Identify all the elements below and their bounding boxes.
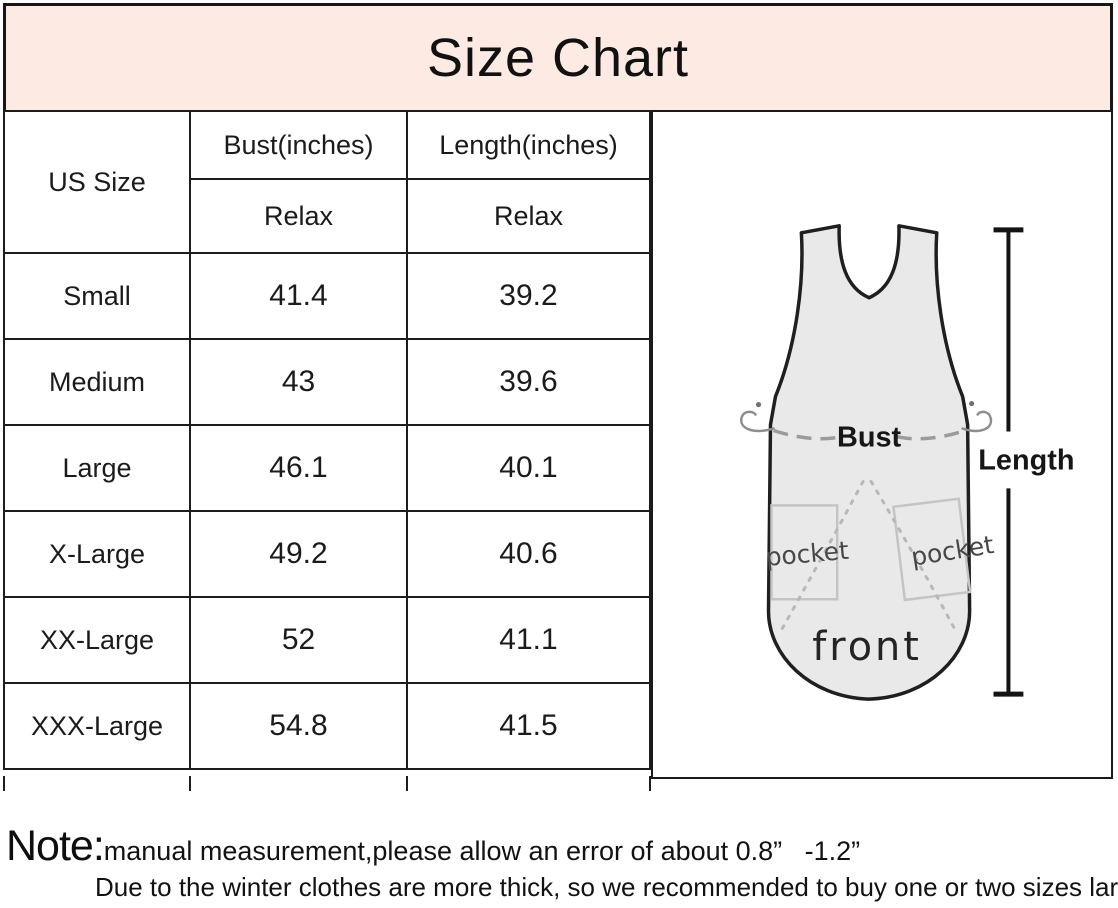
apron-outline — [766, 224, 972, 701]
size-cell: Large — [3, 424, 191, 512]
length-cell: 40.6 — [406, 510, 651, 598]
length-cell: 41.5 — [406, 682, 651, 770]
table-row: X-Large 49.2 40.6 — [3, 510, 651, 598]
page-title: Size Chart — [426, 28, 690, 88]
note-line-2: Due to the winter clothes are more thick… — [95, 872, 1118, 902]
bust-arrow-curl-right — [961, 410, 993, 433]
table-row: Medium 43 39.6 — [3, 338, 651, 426]
size-table: US Size Bust(inches) Length(inches) Rela… — [3, 110, 651, 770]
header-row-main: US Size Bust(inches) Length(inches) — [3, 110, 651, 254]
bust-arrow-dot-right — [969, 400, 975, 407]
bust-cell: 52 — [189, 596, 408, 684]
bust-cell: 46.1 — [189, 424, 408, 512]
table-column-stub — [406, 776, 408, 791]
table-row: XX-Large 52 41.1 — [3, 596, 651, 684]
length-cell: 39.2 — [406, 252, 651, 340]
table-column-stub — [649, 776, 651, 791]
header-row-sub: Relax Relax — [4, 178, 651, 254]
table-column-stub — [189, 776, 191, 791]
length-label: Length — [978, 444, 1074, 476]
length-cell: 39.6 — [406, 338, 651, 426]
header-length: Length(inches) — [406, 110, 651, 180]
bust-dash-line-left — [772, 428, 842, 441]
size-cell: Small — [3, 252, 191, 340]
size-cell: X-Large — [3, 510, 191, 598]
apron-diagram: Bust Length pocket pocket front — [740, 224, 1074, 701]
size-cell: Medium — [3, 338, 191, 426]
table-row: Small 41.4 39.2 — [3, 252, 651, 340]
pocket-left-label: pocket — [764, 536, 850, 572]
pocket-left — [770, 504, 839, 601]
size-cell: XX-Large — [3, 596, 191, 684]
table-column-stub — [3, 776, 5, 791]
note-text-1: manual measurement,please allow an error… — [103, 836, 861, 866]
title-band: Size Chart — [3, 3, 1113, 113]
apron-diagram-panel: Bust Length pocket pocket front — [651, 110, 1113, 779]
size-cell: XXX-Large — [3, 682, 191, 770]
size-table-body: Small 41.4 39.2 Medium 43 39.6 Large 46.1 40.1 X-… — [3, 252, 651, 770]
note-line-1: Note: manual measurement,please allow an … — [6, 822, 860, 871]
length-line — [993, 227, 1024, 697]
table-row: XXX-Large 54.8 41.5 — [3, 682, 651, 770]
bust-arrow-dot-left — [755, 401, 762, 408]
note-label: Note: — [6, 822, 105, 870]
bust-cell: 49.2 — [189, 510, 408, 598]
bust-dash-line-right — [896, 428, 966, 441]
bust-cell: 43 — [189, 338, 408, 426]
front-label: front — [812, 624, 922, 670]
bust-arrow-curl-left — [740, 410, 775, 433]
length-cell: 41.1 — [406, 596, 651, 684]
size-table-header: US Size Bust(inches) Length(inches) Rela… — [3, 110, 651, 254]
subheader-length-relax: Relax — [406, 178, 651, 254]
header-us-size: US Size — [3, 110, 191, 254]
bust-cell: 41.4 — [189, 252, 408, 340]
subheader-bust-relax: Relax — [189, 178, 408, 254]
bust-cell: 54.8 — [189, 682, 408, 770]
header-bust: Bust(inches) — [189, 110, 408, 180]
table-row: Large 46.1 40.1 — [3, 424, 651, 512]
length-cell: 40.1 — [406, 424, 651, 512]
bust-label: Bust — [837, 421, 902, 453]
seam-dash-left — [776, 479, 865, 637]
